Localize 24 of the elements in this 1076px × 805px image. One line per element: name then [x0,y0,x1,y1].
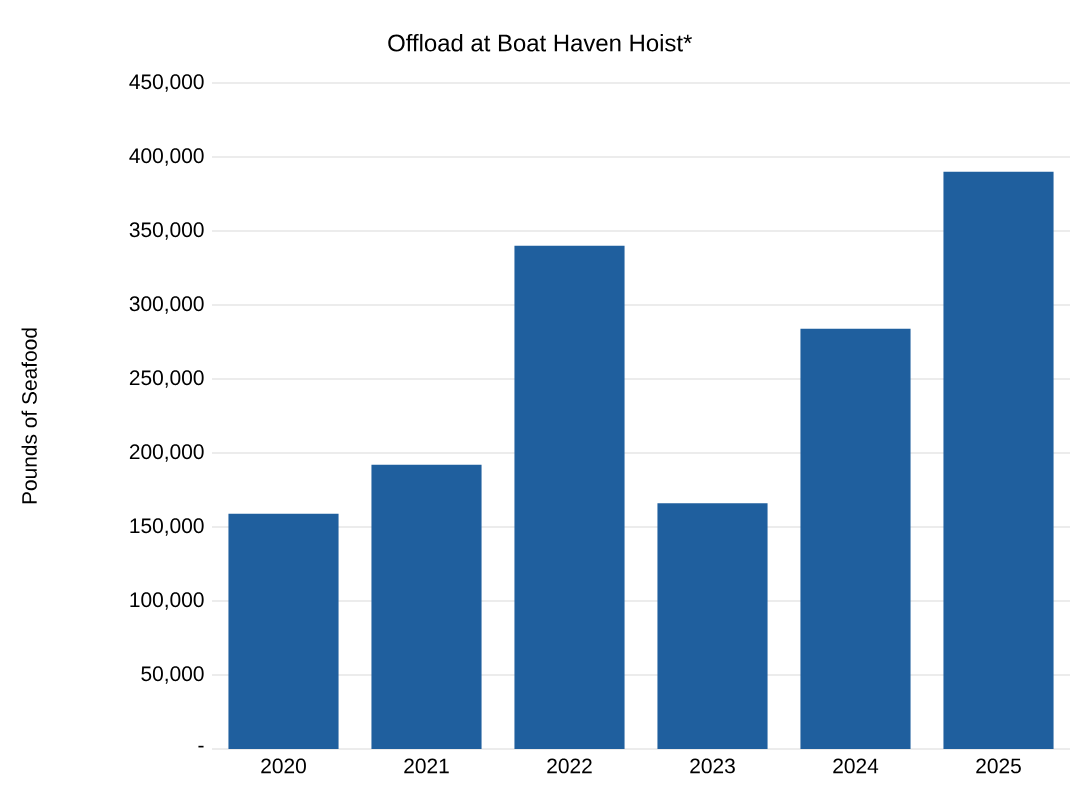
bar [371,464,482,749]
y-axis-title: Pounds of Seafood [21,328,37,504]
x-tick-label: 2024 [833,758,879,774]
y-tick-label: - [198,745,204,748]
y-tick-label: 250,000 [129,370,204,388]
y-tick-label: 350,000 [129,222,204,240]
y-tick-label: 450,000 [129,74,204,92]
x-tick-label: 2022 [547,758,592,774]
x-tick-label: 2021 [404,758,449,774]
y-tick-label: 150,000 [130,518,204,536]
bar [228,513,339,749]
y-tick-label: 400,000 [129,148,204,166]
bar [514,245,625,749]
x-tick-label: 2020 [261,758,306,774]
y-tick-label: 300,000 [129,296,204,314]
y-tick-label: 100,000 [130,592,204,610]
x-tick-label: 2025 [976,758,1021,774]
bar [943,171,1054,749]
chart-title: Offload at Boat Haven Hoist* [388,33,692,52]
y-tick-label: 50,000 [141,666,204,684]
bar [657,503,768,749]
x-tick-label: 2023 [690,758,735,774]
y-tick-label: 200,000 [129,444,204,462]
bar [800,328,911,749]
